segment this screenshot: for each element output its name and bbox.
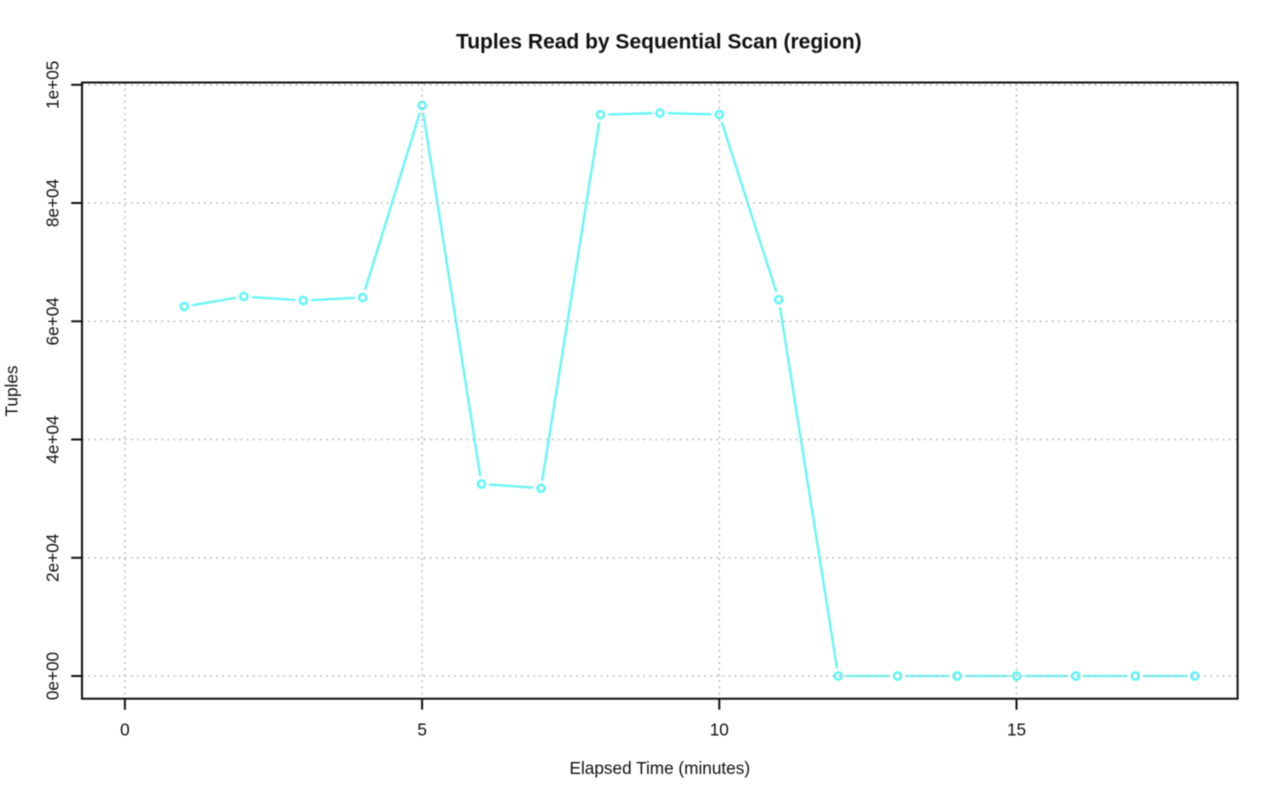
svg-text:15: 15 <box>1007 719 1026 739</box>
svg-text:0: 0 <box>120 719 130 739</box>
svg-text:2e+04: 2e+04 <box>43 533 63 582</box>
svg-text:Elapsed Time (minutes): Elapsed Time (minutes) <box>570 758 751 778</box>
svg-text:0e+00: 0e+00 <box>43 652 63 700</box>
svg-text:Tuples Read by Sequential Scan: Tuples Read by Sequential Scan (region) <box>456 31 862 54</box>
svg-text:4e+04: 4e+04 <box>43 415 63 464</box>
svg-text:5: 5 <box>417 719 427 739</box>
svg-text:1e+05: 1e+05 <box>43 61 63 109</box>
svg-text:Tuples: Tuples <box>2 366 22 417</box>
svg-text:6e+04: 6e+04 <box>43 297 63 346</box>
svg-text:8e+04: 8e+04 <box>43 178 63 227</box>
svg-text:10: 10 <box>710 719 729 739</box>
